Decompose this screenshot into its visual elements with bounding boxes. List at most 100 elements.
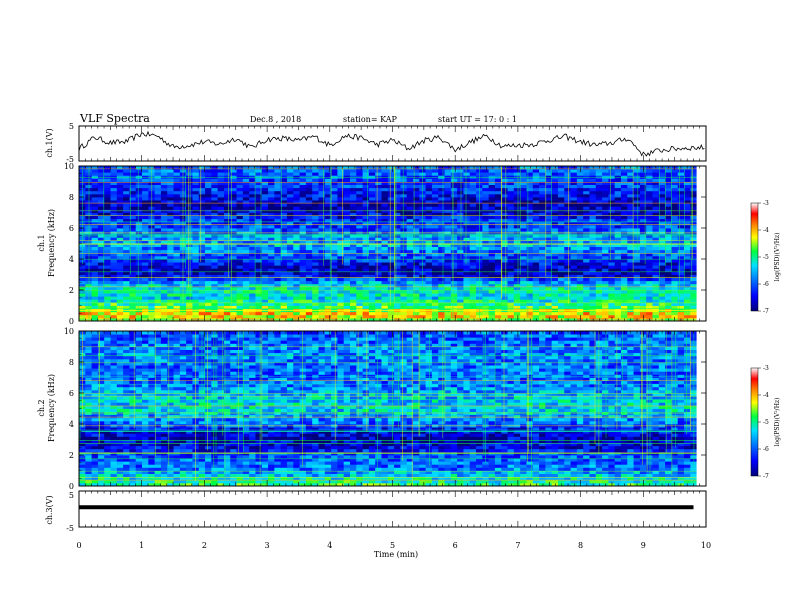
ch1-spectrogram-cell — [135, 255, 143, 260]
ch1-spectrogram-cell — [230, 246, 237, 251]
ch1-spectrogram-cell — [457, 184, 464, 189]
ch1-spectrogram-cell — [463, 193, 471, 198]
ch1-spectrogram-cell — [299, 187, 307, 192]
ch1-spectrogram-cell — [343, 215, 351, 220]
ch1-spectrogram-cell — [620, 215, 628, 220]
ch1-spectrogram-cell — [293, 265, 300, 269]
ch1-spectrogram-cell — [110, 190, 118, 195]
ch1-spectrogram-cell — [331, 237, 338, 241]
ch1-spectrogram-cell — [167, 314, 174, 319]
ch1-spectrogram-cell — [501, 286, 508, 291]
ch1-spectrogram-cell — [198, 302, 206, 306]
ch1-spectrogram-cell — [507, 184, 515, 189]
ch1-spectrogram-cell — [211, 305, 219, 309]
ch1-spectrogram-cell — [476, 224, 483, 229]
ch1-spectrogram-cell — [450, 296, 458, 300]
ch1-spectrogram-cell — [123, 305, 130, 309]
ch1-spectrogram-cell — [129, 193, 137, 198]
ch1-spectrogram-cell — [381, 203, 389, 207]
ch1-spectrogram-cell — [627, 178, 634, 182]
ch1-spectrogram-cell — [381, 246, 389, 251]
ch1-spectrogram-cell — [387, 178, 395, 182]
ch1-spectrogram-cell — [551, 252, 559, 257]
ch1-spectrogram-cell — [400, 277, 408, 282]
ch1-spectrogram-cell — [154, 252, 162, 257]
ch1-spectrogram-cell — [494, 243, 502, 247]
ch1-spectrogram-cell — [337, 259, 345, 263]
ch1-waveform-line — [78, 130, 705, 157]
ch1-spectrogram-cell — [198, 184, 206, 189]
ch1-spectrogram-cell — [255, 190, 263, 195]
ch1-spectrogram-cell — [261, 286, 269, 291]
ch1-spectrogram-cell — [476, 243, 483, 247]
ch1-spectrogram-cell — [576, 271, 584, 275]
ch1-spectrogram-cell — [217, 215, 225, 220]
ch1-spectrogram-cell — [154, 212, 162, 216]
ch1-spectrogram-cell — [104, 255, 111, 260]
ch1-spectrogram-cell — [450, 252, 458, 257]
ch1-spectrogram-cell — [173, 265, 181, 269]
ch1-spectrogram-cell — [683, 206, 691, 210]
ch1-spectrogram-cell — [110, 243, 118, 247]
ch1-spectrogram-cell — [513, 314, 521, 319]
ch1-spectrogram-cell — [513, 293, 521, 297]
ch1-spectrogram-cell — [683, 314, 691, 319]
ch1-spectrogram-cell — [242, 200, 250, 204]
ch1-spectrogram-cell — [368, 299, 376, 303]
ch1-spectrogram-cell — [646, 203, 653, 207]
ch1-spectrogram-cell — [413, 169, 420, 173]
ch1-spectrogram-cell — [589, 166, 597, 170]
ch1-spectrogram-cell — [431, 249, 439, 254]
ch1-spectrogram-cell — [683, 197, 691, 201]
ch1-spectrogram-cell — [324, 197, 332, 201]
ch1-spectrogram-cell — [450, 277, 458, 282]
ch1-spectrogram-cell — [217, 187, 225, 192]
ch1-spectrogram-cell — [476, 302, 483, 306]
ch1-spectrogram-cell — [532, 259, 540, 263]
ch1-spectrogram-cell — [236, 262, 244, 266]
ch1-spectrogram-cell — [671, 255, 679, 260]
ch1-spectrogram-cell — [312, 286, 319, 291]
ch1-spectrogram-cell — [160, 237, 168, 241]
ch1-spectrogram-cell — [614, 265, 622, 269]
ch1-spectrogram-cell — [620, 240, 628, 244]
ch1-spectrogram-cell — [242, 255, 250, 260]
ch1-spectrogram-cell — [652, 172, 660, 176]
ch1-spectrogram-cell — [608, 218, 616, 223]
ch1-spectrogram-cell — [280, 237, 288, 241]
ch1-spectrogram-cell — [198, 228, 206, 232]
ch1-spectrogram-cell — [488, 172, 496, 176]
ch1-spectrogram-cell — [142, 200, 149, 204]
ch1-spectrogram-cell — [280, 286, 288, 291]
ch1-spectrogram-cell — [589, 193, 597, 198]
ch1-spectrogram-cell — [255, 299, 263, 303]
ch1-spectrogram-cell — [343, 252, 351, 257]
ch1-spectrogram-cell — [356, 218, 363, 223]
ch1-spectrogram-cell — [476, 259, 483, 263]
ch1-spectrogram-cell — [356, 178, 363, 182]
ch1-spectrogram-cell — [116, 172, 124, 176]
ch1-spectrogram-cell — [242, 221, 250, 226]
ch1-spectrogram-cell — [576, 305, 584, 309]
ch1-spectrogram-cell — [249, 299, 256, 303]
ch1-spectrogram-cell — [123, 221, 130, 226]
ch1-spectrogram-cell — [368, 172, 376, 176]
ch1-spectrogram-cell — [249, 240, 256, 244]
ch1-spectrogram-cell — [665, 249, 672, 254]
ch1-spectrogram-cell — [406, 212, 414, 216]
ch1-spectrogram-cell — [545, 203, 553, 207]
ch1-spectrogram-cell — [683, 240, 691, 244]
ch1-spectrogram-cell — [394, 203, 401, 207]
ch1-spectrogram-cell — [286, 193, 294, 198]
ch1-spectrogram-cell — [242, 184, 250, 189]
ch1-spectrogram-cell — [564, 228, 571, 232]
ch1-spectrogram-cell — [293, 280, 300, 285]
ch1-spectrogram-cell — [324, 237, 332, 241]
ch1-spectrogram-cell — [520, 184, 527, 189]
ch1-spectrogram-cell — [362, 255, 370, 260]
ch1-spectrogram-cell — [589, 187, 597, 192]
ch1-spectrogram-cell — [129, 224, 137, 229]
ch1-spectrogram-cell — [539, 311, 546, 316]
ch1-spectrogram-cell — [280, 218, 288, 223]
ch1-spectrogram-cell — [286, 243, 294, 247]
